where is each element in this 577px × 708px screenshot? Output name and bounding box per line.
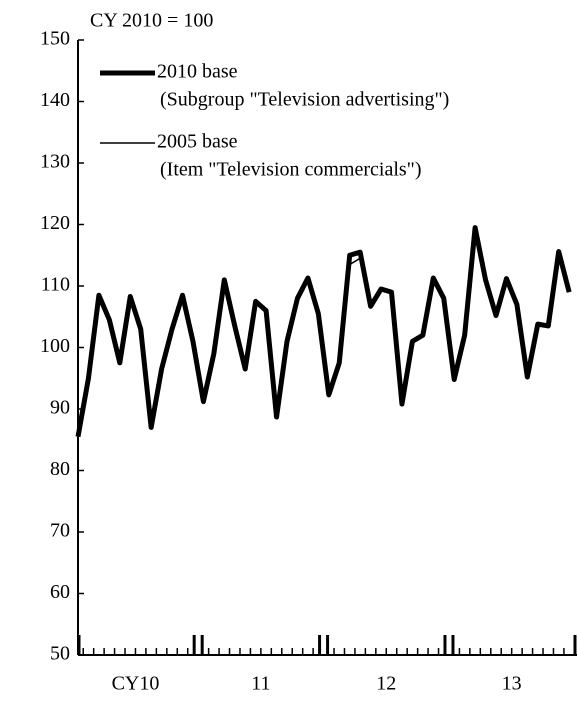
y-tick-label: 130 bbox=[40, 151, 70, 173]
series-line bbox=[77, 226, 570, 437]
chart-subtitle: CY 2010 = 100 bbox=[90, 10, 213, 32]
legend-label: 2005 base bbox=[157, 131, 238, 153]
series-line bbox=[75, 225, 572, 438]
y-tick-label: 120 bbox=[40, 212, 70, 234]
y-tick-label: 50 bbox=[50, 643, 70, 665]
y-tick-label: 90 bbox=[50, 397, 70, 419]
legend-bg bbox=[98, 128, 558, 186]
legend-label: 2010 base bbox=[157, 61, 238, 83]
x-tick-label: 11 bbox=[251, 673, 270, 695]
y-tick-label: 150 bbox=[40, 28, 70, 50]
x-tick-label: 12 bbox=[376, 673, 396, 695]
y-tick-label: 100 bbox=[40, 335, 70, 357]
y-tick-label: 140 bbox=[40, 89, 70, 111]
legend-description: (Subgroup "Television advertising") bbox=[160, 89, 449, 111]
x-tick-label: CY10 bbox=[112, 673, 160, 695]
legend-bg bbox=[98, 58, 558, 116]
legend-description: (Item "Television commercials") bbox=[160, 159, 422, 181]
y-tick-label: 110 bbox=[41, 274, 70, 296]
y-tick-label: 70 bbox=[50, 520, 70, 542]
y-tick-label: 80 bbox=[50, 458, 70, 480]
x-tick-label: 13 bbox=[502, 673, 522, 695]
y-tick-label: 60 bbox=[50, 581, 70, 603]
